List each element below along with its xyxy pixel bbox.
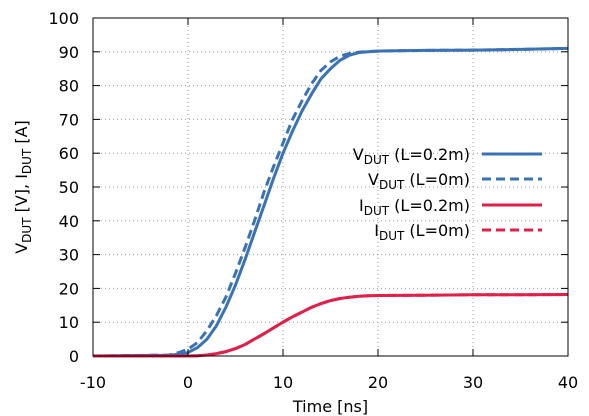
y-axis-label: VDUT [V], IDUT [A] [12, 120, 34, 254]
y-tick-label: 70 [59, 110, 79, 129]
legend: VDUT (L=0.2m) VDUT (L=0m) IDUT (L=0.2m) IDU… [353, 145, 542, 243]
legend-label-3: IDUT (L=0.2m) [359, 196, 470, 218]
y-tick-label: 10 [59, 313, 79, 332]
x-tick-label: 0 [183, 373, 193, 392]
y-tick-label: 60 [59, 144, 79, 163]
legend-label-4: IDUT (L=0m) [374, 221, 470, 243]
y-tick-label: 50 [59, 178, 79, 197]
y-tick-label: 0 [69, 347, 79, 366]
series-line-4 [93, 293, 569, 358]
x-tick-label: 40 [558, 373, 578, 392]
series-line-1 [92, 46, 569, 358]
series-group [92, 46, 569, 358]
series-line-2 [92, 46, 569, 358]
y-tick-label: 100 [48, 9, 79, 28]
x-tick-label: 30 [463, 373, 483, 392]
series-line-3 [93, 293, 569, 358]
y-tick-label: 40 [59, 212, 79, 231]
legend-label-2: VDUT (L=0m) [368, 170, 470, 192]
x-axis-label: Time [ns] [292, 397, 368, 416]
y-tick-label: 20 [59, 279, 79, 298]
ticks [92, 17, 569, 357]
x-tick-label: 10 [273, 373, 293, 392]
grid [93, 18, 568, 356]
x-tick-label: 20 [368, 373, 388, 392]
y-tick-label: 80 [59, 77, 79, 96]
y-tick-label: 90 [59, 43, 79, 62]
x-tick-label: -10 [80, 373, 106, 392]
legend-label-1: VDUT (L=0.2m) [353, 145, 470, 167]
y-tick-label: 30 [59, 246, 79, 265]
